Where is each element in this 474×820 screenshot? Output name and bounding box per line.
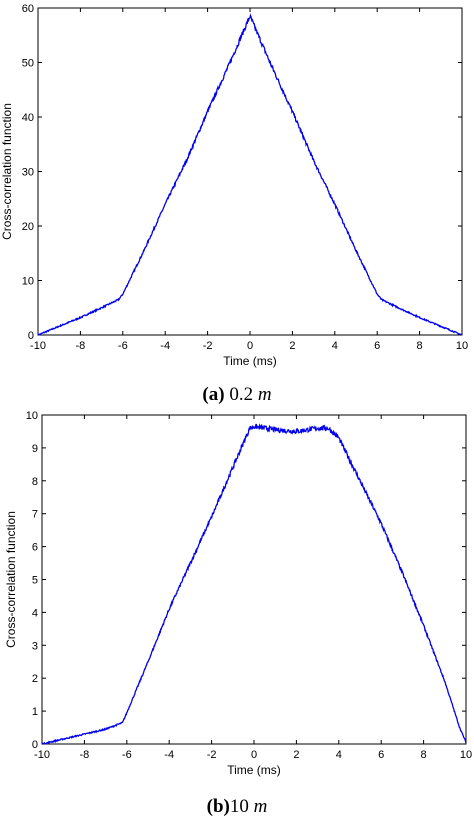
y-tick-label: 30 — [22, 167, 34, 179]
x-tick-label: -8 — [80, 749, 90, 761]
y-tick-label: 3 — [32, 640, 38, 652]
y-axis-label: Cross-correlation function — [0, 103, 14, 240]
y-tick-label: 10 — [22, 276, 34, 288]
y-tick-label: 5 — [32, 575, 38, 587]
x-tick-label: -10 — [34, 749, 50, 761]
caption-b-text: 10 — [230, 796, 254, 817]
x-tick-label: 4 — [332, 340, 338, 352]
y-tick-label: 4 — [32, 607, 38, 619]
caption-b-unit: m — [254, 796, 268, 817]
x-tick-label: 4 — [336, 749, 342, 761]
x-tick-label: -4 — [160, 340, 170, 352]
x-tick-label: 0 — [251, 749, 257, 761]
x-tick-label: 8 — [421, 749, 427, 761]
caption-b-letter: (b) — [207, 796, 230, 817]
x-tick-label: 10 — [456, 340, 468, 352]
x-tick-label: -6 — [122, 749, 132, 761]
x-tick-label: -2 — [207, 749, 217, 761]
y-tick-label: 9 — [32, 443, 38, 455]
x-tick-label: -8 — [76, 340, 86, 352]
x-tick-label: 0 — [247, 340, 253, 352]
x-tick-label: 10 — [460, 749, 472, 761]
x-tick-label: -4 — [164, 749, 174, 761]
y-tick-label: 10 — [26, 410, 38, 422]
y-tick-label: 20 — [22, 221, 34, 233]
x-tick-label: -10 — [30, 340, 46, 352]
series-line — [41, 423, 467, 745]
series-line — [37, 13, 463, 336]
y-axis-label: Cross-correlation function — [4, 511, 18, 648]
x-tick-label: -2 — [203, 340, 213, 352]
caption-a-letter: (a) — [202, 384, 224, 405]
x-tick-label: 2 — [289, 340, 295, 352]
y-tick-label: 6 — [32, 542, 38, 554]
y-tick-label: 8 — [32, 476, 38, 488]
y-tick-label: 40 — [22, 112, 34, 124]
chart-a: -10 -8 -6 -4 -2 0 2 4 6 8 10 0 10 20 30 40 50 60 Time (ms)… — [0, 3, 468, 368]
x-tick-label: 6 — [378, 749, 384, 761]
plot-frame — [37, 7, 463, 336]
y-tick-label: 50 — [22, 58, 34, 70]
y-tick-label: 7 — [32, 509, 38, 521]
chart-b: -10 -8 -6 -4 -2 0 2 4 6 8 10 0 1 2 3 4 5 6 7 8 9 10 Time (ms) C… — [4, 410, 472, 777]
caption-a-text: 0.2 — [225, 384, 258, 405]
plot-frame — [41, 414, 467, 745]
x-tick-label: 8 — [417, 340, 423, 352]
caption-b: (b)10 m — [207, 796, 268, 817]
y-tick-label: 2 — [32, 673, 38, 685]
x-tick-label: 6 — [374, 340, 380, 352]
x-axis-label: Time (ms) — [227, 763, 281, 777]
x-axis-label: Time (ms) — [223, 354, 277, 368]
y-tick-label: 0 — [32, 739, 38, 751]
y-tick-label: 0 — [28, 330, 34, 342]
caption-a: (a) 0.2 m — [202, 384, 271, 405]
x-tick-label: 2 — [293, 749, 299, 761]
y-tick-label: 1 — [32, 706, 38, 718]
caption-a-unit: m — [258, 384, 272, 405]
y-tick-label: 60 — [22, 3, 34, 15]
x-tick-label: -6 — [118, 340, 128, 352]
